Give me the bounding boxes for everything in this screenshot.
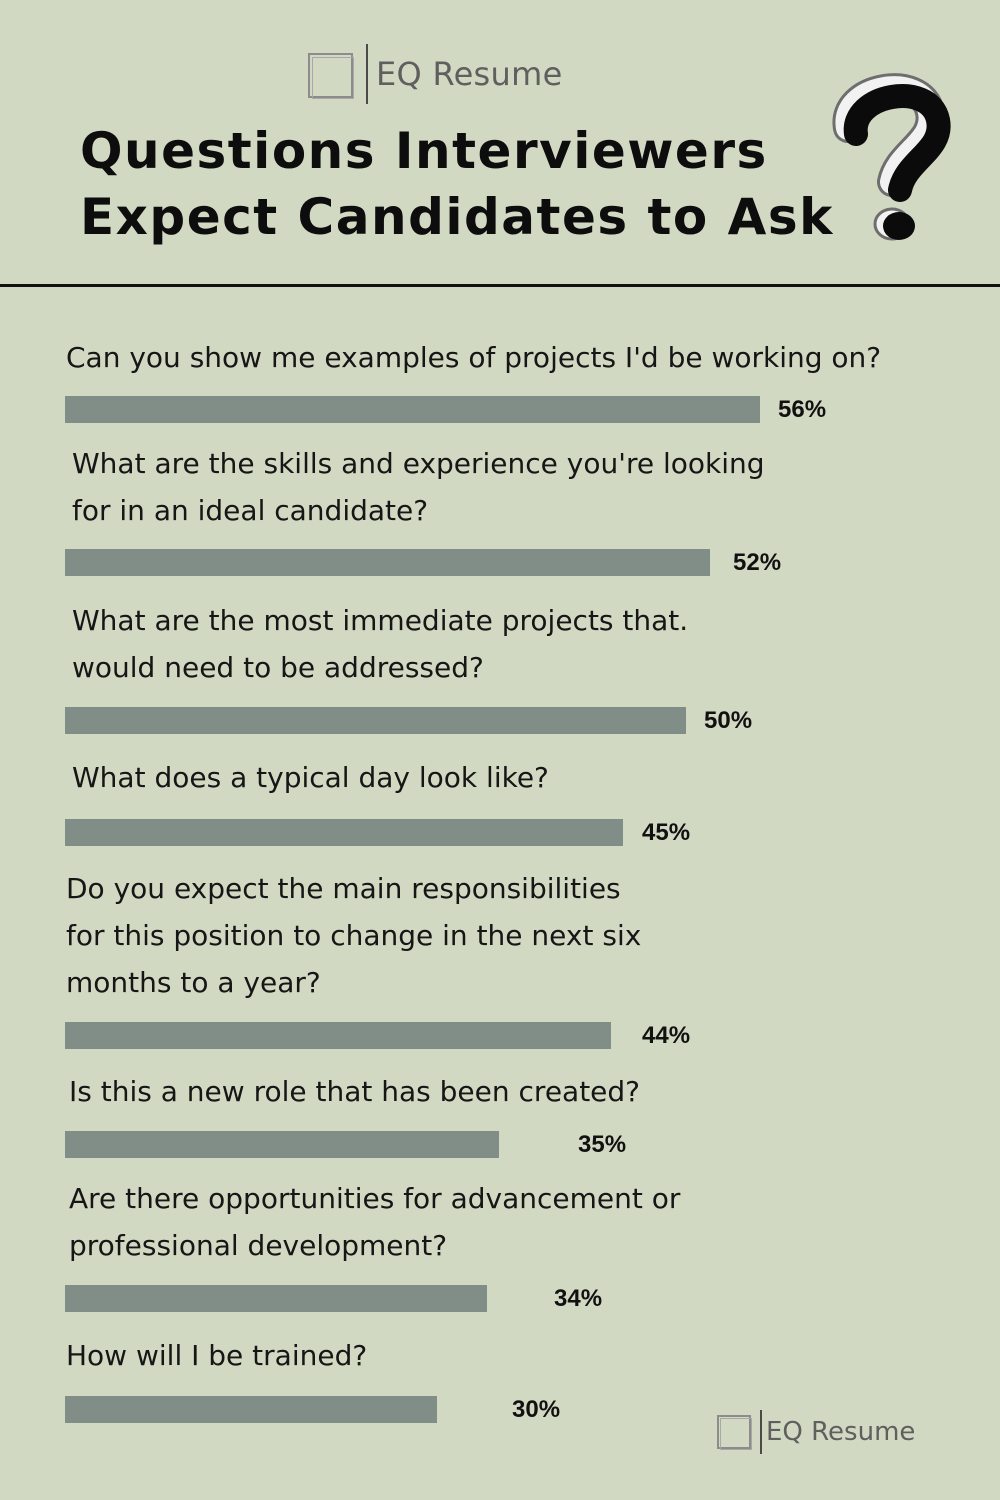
question-label: What are the most immediate projects tha… — [72, 604, 689, 684]
page-title-line-1: Questions Interviewers — [80, 122, 768, 180]
bar-value-label: 56% — [778, 396, 827, 423]
brand-name-footer: EQ Resume — [766, 1417, 916, 1447]
question-label: Can you show me examples of projects I'd… — [66, 341, 882, 374]
question-label: How will I be trained? — [66, 1339, 368, 1372]
question-label: Is this a new role that has been created… — [69, 1075, 641, 1108]
bar — [65, 707, 686, 734]
bar-value-label: 34% — [554, 1285, 603, 1312]
logo-square-icon — [714, 1410, 762, 1454]
bar — [65, 549, 710, 576]
bar — [65, 396, 760, 423]
question-label: What are the skills and experience you'r… — [72, 447, 765, 527]
bar-value-label: 52% — [733, 549, 782, 576]
bar-value-label: 35% — [578, 1131, 627, 1158]
bar — [65, 1285, 487, 1312]
bar — [65, 819, 623, 846]
header-divider — [0, 284, 1000, 287]
page-title: Questions Interviewers Expect Candidates… — [80, 118, 834, 250]
logo-square-icon — [306, 44, 370, 104]
brand-logo-bottom: EQ Resume — [714, 1410, 915, 1454]
question-label: Are there opportunities for advancement … — [69, 1182, 681, 1262]
bar — [65, 1022, 611, 1049]
brand-name: EQ Resume — [376, 55, 563, 93]
bar-value-label: 44% — [642, 1022, 691, 1049]
question-label: Do you expect the main responsibilities … — [66, 872, 642, 999]
bar-value-label: 30% — [512, 1396, 561, 1423]
brand-logo-top: EQ Resume — [306, 44, 563, 104]
question-mark-icon — [832, 73, 951, 241]
bar — [65, 1131, 499, 1158]
question-label: What does a typical day look like? — [72, 761, 549, 794]
bar-value-label: 50% — [704, 707, 753, 734]
bar-value-label: 45% — [642, 819, 691, 846]
bar — [65, 1396, 437, 1423]
page-title-line-2: Expect Candidates to Ask — [80, 188, 834, 246]
